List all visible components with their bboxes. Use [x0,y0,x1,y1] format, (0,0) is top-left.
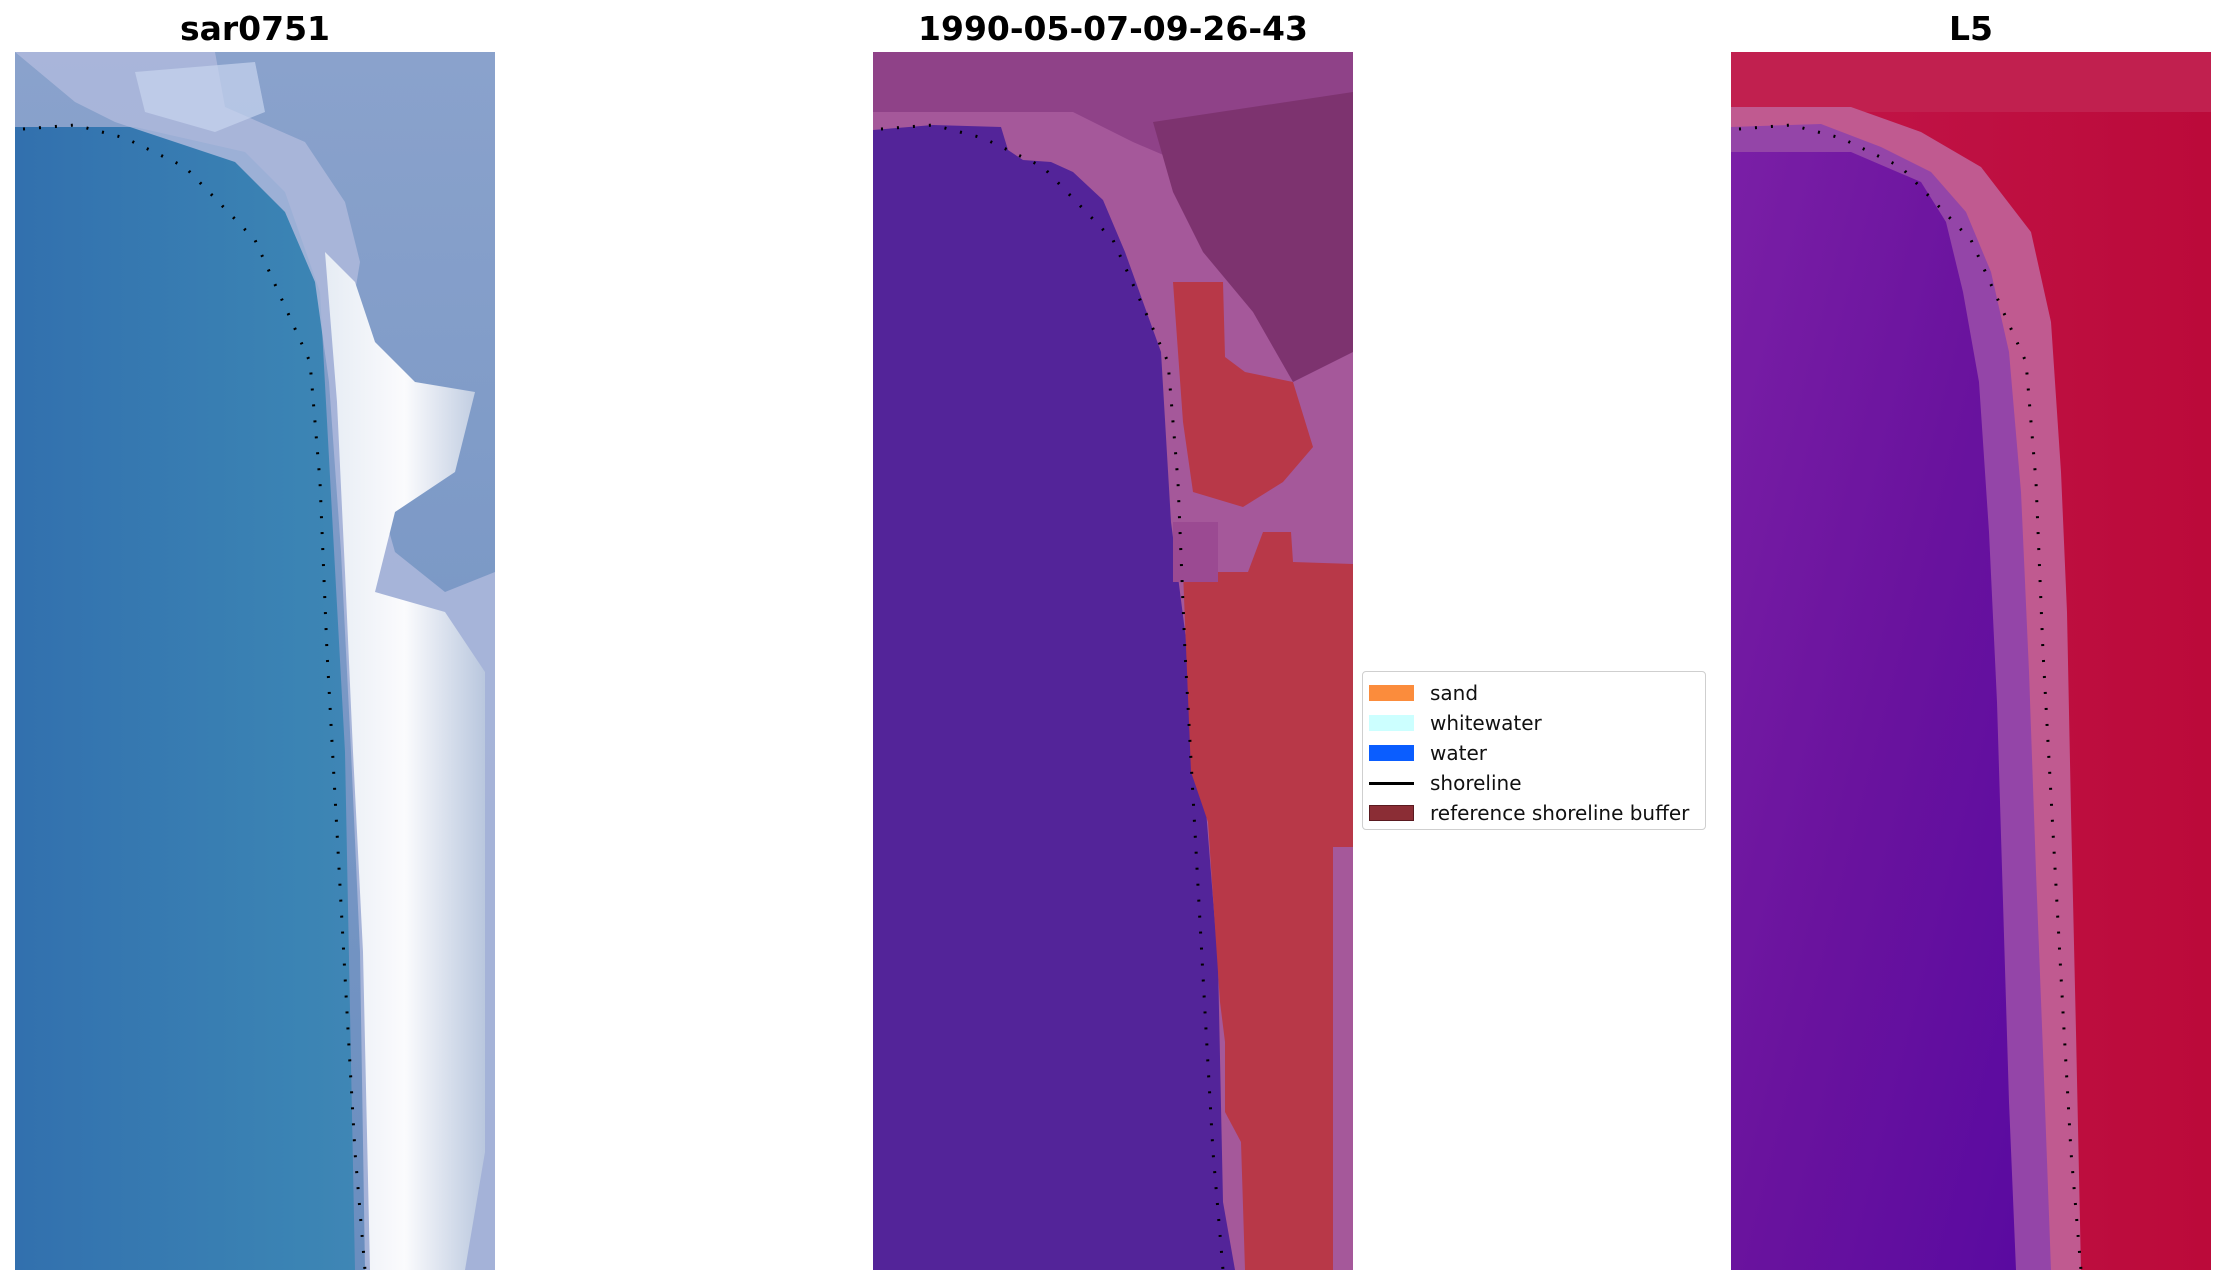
legend-item-water: water [1369,738,1705,768]
water-swatch [1369,745,1414,761]
legend-label: whitewater [1430,711,1542,735]
legend-label: shoreline [1430,771,1522,795]
legend-item-sand: sand [1369,678,1705,708]
water-class-region [873,125,1235,1270]
legend-label: reference shoreline buffer [1430,801,1690,825]
legend-label: water [1430,741,1487,765]
rgb-image-panel [15,52,495,1270]
rgb-panel-title: sar0751 [179,9,331,48]
classified-panel-title: 1990-05-07-09-26-43 [918,9,1308,48]
legend: sand whitewater water shoreline referenc… [1362,671,1706,830]
reference-buffer-swatch [1369,805,1414,821]
legend-item-whitewater: whitewater [1369,708,1705,738]
shoreline-dots [22,123,367,1270]
classified-image-panel [873,52,1353,1270]
whitewater-swatch [1369,715,1414,731]
sand-swatch [1369,685,1414,701]
legend-label: sand [1430,681,1479,705]
legend-item-shoreline: shoreline [1369,768,1705,798]
shoreline-swatch [1369,781,1414,785]
index-image-panel [1731,52,2211,1270]
index-panel-title: L5 [1949,9,1993,48]
legend-item-reference-buffer: reference shoreline buffer [1369,798,1705,828]
buffer-class-region [1183,532,1353,1270]
